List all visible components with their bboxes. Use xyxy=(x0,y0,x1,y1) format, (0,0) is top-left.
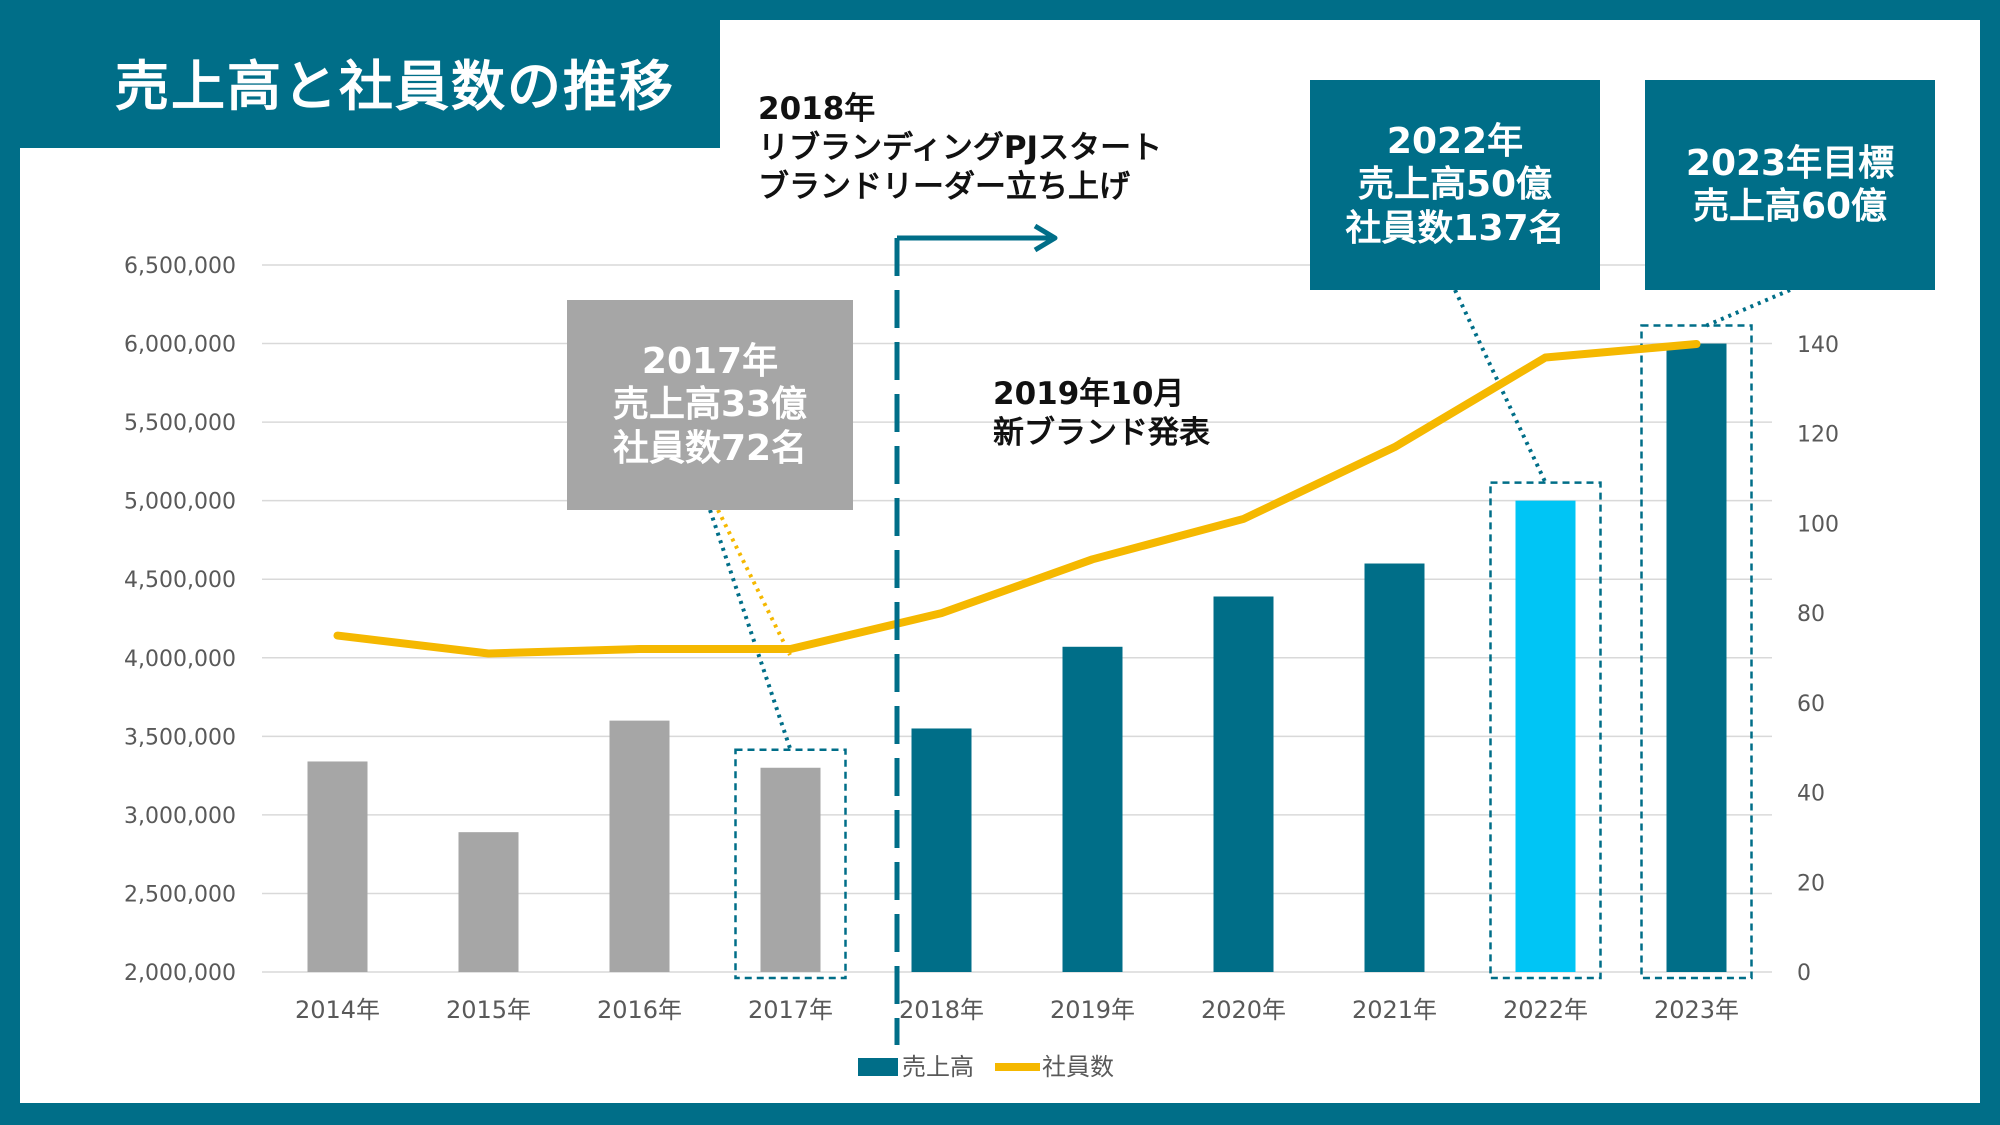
callout-2023-line-2: 売上高60億 xyxy=(1692,186,1888,227)
y-right-tick-label: 120 xyxy=(1797,423,1839,448)
y-right-tick-label: 40 xyxy=(1797,782,1825,807)
callout-2022: 2022年 売上高50億 社員数137名 xyxy=(1310,80,1600,290)
x-tick-label: 2021年 xyxy=(1352,996,1437,1024)
connector-2017-yellow xyxy=(716,509,792,656)
note-rebrand: 2018年 リブランディングPJスタート ブランドリーダー立ち上げ xyxy=(758,90,1162,206)
x-tick-label: 2022年 xyxy=(1503,996,1588,1024)
y-left-tick-label: 2,500,000 xyxy=(124,882,236,907)
rebrand-arrow-head xyxy=(1033,223,1058,253)
title-band: 売上高と社員数の推移 xyxy=(0,0,720,148)
note-launch: 2019年10月 新ブランド発表 xyxy=(993,375,1210,453)
callout-2023-line-1: 2023年目標 xyxy=(1685,142,1895,184)
y-left-tick-label: 2,000,000 xyxy=(124,961,236,986)
x-tick-label: 2014年 xyxy=(295,996,380,1024)
x-tick-label: 2015年 xyxy=(446,996,531,1024)
y-left-tick-label: 4,500,000 xyxy=(124,568,236,593)
y-left-tick-label: 4,000,000 xyxy=(124,647,236,672)
bar-2018年 xyxy=(911,728,972,972)
bar-2017年 xyxy=(760,767,821,972)
note-launch-line-1: 2019年10月 xyxy=(993,376,1185,412)
y-right-tick-label: 100 xyxy=(1797,512,1839,537)
x-tick-label: 2019年 xyxy=(1050,996,1135,1024)
bar-2019年 xyxy=(1062,646,1123,972)
bar-2023年 xyxy=(1666,343,1727,972)
x-tick-label: 2017年 xyxy=(748,996,833,1024)
y-left-tick-label: 5,000,000 xyxy=(124,490,236,515)
page-title: 売上高と社員数の推移 xyxy=(115,55,675,118)
x-tick-label: 2018年 xyxy=(899,996,984,1024)
x-tick-label: 2016年 xyxy=(597,996,682,1024)
bar-2015年 xyxy=(458,832,519,972)
callout-2022-line-1: 2022年 xyxy=(1386,121,1524,163)
note-rebrand-line-1: 2018年 xyxy=(758,91,876,127)
note-rebrand-line-3: ブランドリーダー立ち上げ xyxy=(758,168,1130,205)
note-rebrand-line-2: リブランディングPJスタート xyxy=(758,129,1163,166)
connector-2017 xyxy=(708,509,793,751)
y-right-tick-label: 80 xyxy=(1797,602,1825,627)
callout-2017: 2017年 売上高33億 社員数72名 xyxy=(567,300,853,510)
callout-2022-line-3: 社員数137名 xyxy=(1345,207,1565,249)
frame-2023 xyxy=(1640,324,1753,980)
bar-2016年 xyxy=(609,720,670,972)
legend-label-売上高: 売上高 xyxy=(902,1053,974,1081)
y-right-tick-label: 60 xyxy=(1797,692,1825,717)
bar-2020年 xyxy=(1213,596,1274,972)
bar-2022年 xyxy=(1515,500,1576,972)
callout-2023: 2023年目標 売上高60億 xyxy=(1645,80,1935,290)
y-left-tick-label: 6,500,000 xyxy=(124,254,236,279)
frame-2017 xyxy=(734,748,847,980)
y-left-tick-label: 5,500,000 xyxy=(124,411,236,436)
callout-2017-line-2: 売上高33億 xyxy=(612,384,808,426)
x-tick-label: 2020年 xyxy=(1201,996,1286,1024)
bar-2021年 xyxy=(1364,563,1425,972)
callout-2022-line-2: 売上高50億 xyxy=(1357,164,1553,206)
legend-label-社員数: 社員数 xyxy=(1042,1053,1114,1081)
y-left-tick-label: 3,000,000 xyxy=(124,804,236,829)
y-left-tick-label: 3,500,000 xyxy=(124,725,236,750)
y-right-tick-label: 20 xyxy=(1797,871,1825,896)
legend-swatch-売上高 xyxy=(858,1058,898,1076)
connector-2023 xyxy=(1705,288,1791,328)
x-tick-label: 2023年 xyxy=(1654,996,1739,1024)
callout-2017-line-3: 社員数72名 xyxy=(612,427,808,469)
y-left-tick-label: 6,000,000 xyxy=(124,333,236,358)
callout-2017-line-1: 2017年 xyxy=(641,341,779,383)
bar-2014年 xyxy=(307,761,368,972)
note-launch-line-2: 新ブランド発表 xyxy=(993,414,1210,451)
y-right-tick-label: 0 xyxy=(1797,961,1811,986)
line-社員数 xyxy=(333,340,1701,658)
y-right-tick-label: 140 xyxy=(1797,333,1839,358)
frame-2022 xyxy=(1489,481,1602,980)
